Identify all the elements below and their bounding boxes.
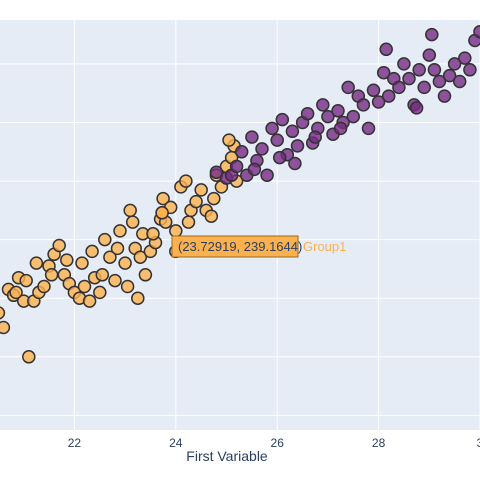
hovered-data-point[interactable] <box>155 206 169 220</box>
data-point-group2[interactable] <box>412 63 426 77</box>
data-point-group2[interactable] <box>321 109 335 124</box>
data-point-group1[interactable] <box>44 268 59 282</box>
data-point-group1[interactable] <box>77 279 92 294</box>
data-point-group1[interactable] <box>29 256 44 270</box>
data-point-group2[interactable] <box>209 165 224 180</box>
data-point-group1[interactable] <box>52 238 66 253</box>
data-point-group2[interactable] <box>272 150 287 165</box>
data-point-group1[interactable] <box>189 194 203 209</box>
x-tick-label: 28 <box>372 436 386 450</box>
data-point-group2[interactable] <box>447 57 462 71</box>
data-point-group2[interactable] <box>290 139 305 153</box>
data-point-group1[interactable] <box>118 256 132 270</box>
data-point-group2[interactable] <box>392 80 406 95</box>
data-point-group2[interactable] <box>397 57 411 71</box>
data-point-group2[interactable] <box>333 121 348 136</box>
data-point-group2[interactable] <box>425 27 439 42</box>
data-point-group2[interactable] <box>409 101 424 115</box>
x-tick-label: 3 <box>477 436 480 450</box>
data-point-group1[interactable] <box>37 279 51 294</box>
data-point-group1[interactable] <box>75 256 89 270</box>
data-point-group2[interactable] <box>432 74 447 89</box>
data-point-group2[interactable] <box>316 98 330 112</box>
hover-box <box>171 235 299 258</box>
data-point-group1[interactable] <box>207 191 221 206</box>
data-point-group2[interactable] <box>300 106 315 121</box>
data-point-group1[interactable] <box>103 250 117 264</box>
data-point-group2[interactable] <box>381 89 396 103</box>
data-point-group2[interactable] <box>402 71 416 86</box>
data-point-group2[interactable] <box>288 156 302 171</box>
data-point-group2[interactable] <box>308 130 322 144</box>
data-point-group2[interactable] <box>376 65 391 80</box>
data-point-group2[interactable] <box>366 83 381 98</box>
x-tick-label: 24 <box>169 436 183 450</box>
data-point-group2[interactable] <box>285 124 300 139</box>
data-point-group2[interactable] <box>265 121 279 136</box>
data-point-group2[interactable] <box>361 121 376 136</box>
data-point-group2[interactable] <box>346 109 361 124</box>
data-point-group2[interactable] <box>422 48 437 62</box>
hover-trace-name: Group1 <box>303 239 346 254</box>
hover-label: (23.72919, 239.1644) <box>178 239 302 254</box>
data-point-group1[interactable] <box>194 183 208 197</box>
x-tick-labels: 22 24 26 28 3 <box>68 436 480 450</box>
data-point-group2[interactable] <box>427 63 442 77</box>
data-point-group1[interactable] <box>133 250 148 264</box>
data-point-group2[interactable] <box>331 104 345 118</box>
data-point-group1[interactable] <box>108 273 122 288</box>
data-point-group2[interactable] <box>458 51 472 65</box>
data-point-group1[interactable] <box>181 215 196 229</box>
data-point-group1[interactable] <box>93 285 107 300</box>
hover-tooltip: (23.72919, 239.1644) Group1 <box>171 235 346 258</box>
data-point-group1[interactable] <box>146 227 160 241</box>
data-point-group2[interactable] <box>379 42 393 57</box>
data-point-group1[interactable] <box>85 244 99 259</box>
data-point-group1[interactable] <box>98 232 112 247</box>
data-point-group2[interactable] <box>473 24 480 39</box>
data-point-group1[interactable] <box>222 133 236 147</box>
data-point-group1[interactable] <box>0 320 11 335</box>
data-point-group1[interactable] <box>9 285 23 300</box>
data-point-group1[interactable] <box>95 268 110 282</box>
data-point-group2[interactable] <box>270 133 284 147</box>
data-point-group2[interactable] <box>255 142 269 156</box>
data-point-group2[interactable] <box>371 95 386 109</box>
data-point-group2[interactable] <box>417 80 431 95</box>
data-point-group1[interactable] <box>82 294 97 308</box>
data-point-group1[interactable] <box>22 350 36 364</box>
data-point-group1[interactable] <box>204 209 219 223</box>
data-point-group1[interactable] <box>110 241 125 256</box>
data-point-group1[interactable] <box>169 224 183 238</box>
data-point-group2[interactable] <box>341 80 355 95</box>
data-point-group1[interactable] <box>120 279 135 294</box>
data-point-group1[interactable] <box>113 224 127 238</box>
data-point-group2[interactable] <box>275 112 290 127</box>
x-tick-label: 26 <box>271 436 285 450</box>
x-axis-title: First Variable <box>186 448 268 464</box>
data-point-group1[interactable] <box>179 174 193 188</box>
data-point-group1[interactable] <box>19 273 33 288</box>
data-point-group2[interactable] <box>463 63 477 77</box>
data-point-group2[interactable] <box>234 145 249 159</box>
data-point-group2[interactable] <box>452 74 467 89</box>
data-point-group1[interactable] <box>125 215 140 229</box>
data-point-group1[interactable] <box>138 268 153 282</box>
data-point-group1[interactable] <box>0 306 6 320</box>
data-point-group2[interactable] <box>247 162 262 177</box>
data-point-group1[interactable] <box>123 203 137 218</box>
x-tick-label: 22 <box>68 436 82 450</box>
data-point-group2[interactable] <box>229 159 244 174</box>
data-point-group2[interactable] <box>245 130 259 144</box>
data-point-group2[interactable] <box>437 89 452 103</box>
data-point-group2[interactable] <box>442 68 457 83</box>
data-point-group2[interactable] <box>260 168 274 182</box>
data-point-group2[interactable] <box>356 98 371 112</box>
data-point-group1[interactable] <box>156 191 170 206</box>
data-point-group1[interactable] <box>60 253 74 267</box>
data-point-group1[interactable] <box>131 291 145 305</box>
